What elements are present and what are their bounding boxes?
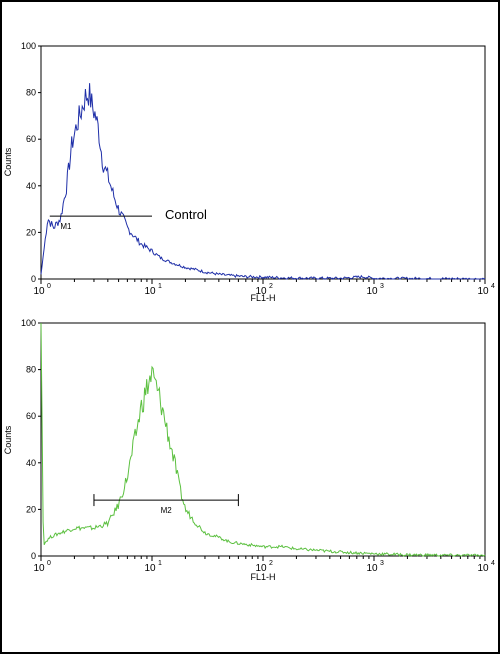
x-tick-exponent: 2: [269, 560, 273, 567]
y-ticks: 0 20 40 60 80 100: [21, 41, 41, 284]
y-tick-label: 60: [26, 411, 36, 421]
y-tick-label: 20: [26, 504, 36, 514]
x-tick-exponent: 0: [47, 283, 51, 290]
y-tick-label: 80: [26, 365, 36, 375]
x-tick-exponent: 4: [491, 560, 495, 567]
x-tick-exponent: 1: [158, 283, 162, 290]
y-axis-label: Counts: [3, 425, 13, 454]
y-tick-label: 40: [26, 181, 36, 191]
y-axis-label: Counts: [3, 147, 13, 176]
plot-area: [40, 45, 486, 280]
x-axis-label: FL1-H: [250, 293, 275, 303]
y-ticks: 0 20 40 60 80 100: [21, 318, 41, 561]
x-tick-exponent: 3: [380, 560, 384, 567]
y-tick-label: 0: [31, 551, 36, 561]
y-tick-label: 60: [26, 134, 36, 144]
x-tick-exponent: 1: [158, 560, 162, 567]
y-tick-label: 100: [21, 41, 36, 51]
x-tick-label: 10: [255, 563, 267, 574]
x-ticks: 10 0 10 1 10 2 10 3 10 4: [33, 556, 495, 574]
x-tick-label: 10: [144, 286, 156, 297]
marker-gate: M2: [93, 494, 239, 515]
x-tick-label: 10: [255, 286, 267, 297]
marker-gate: M1: [49, 215, 152, 231]
marker-label: M1: [60, 222, 72, 231]
x-tick-label: 10: [144, 563, 156, 574]
x-tick-label: 10: [33, 286, 45, 297]
x-ticks: 10 0 10 1 10 2 10 3 10 4: [33, 279, 495, 297]
x-tick-label: 10: [366, 286, 378, 297]
x-tick-label: 10: [477, 286, 489, 297]
x-tick-label: 10: [366, 563, 378, 574]
y-tick-label: 100: [21, 318, 36, 328]
histogram-series-line: [40, 322, 486, 558]
y-tick-label: 20: [26, 227, 36, 237]
x-tick-exponent: 4: [491, 283, 495, 290]
y-tick-label: 0: [31, 274, 36, 284]
x-tick-exponent: 2: [269, 283, 273, 290]
plot-area: [40, 322, 486, 557]
control-annotation: Control: [165, 207, 207, 222]
x-tick-label: 10: [477, 563, 489, 574]
x-tick-exponent: 0: [47, 560, 51, 567]
marker-label: M2: [161, 506, 173, 515]
x-tick-exponent: 3: [380, 283, 384, 290]
y-tick-label: 40: [26, 458, 36, 468]
histogram-series-line: [40, 83, 486, 280]
x-tick-label: 10: [33, 563, 45, 574]
y-tick-label: 80: [26, 88, 36, 98]
x-axis-label: FL1-H: [250, 572, 275, 582]
